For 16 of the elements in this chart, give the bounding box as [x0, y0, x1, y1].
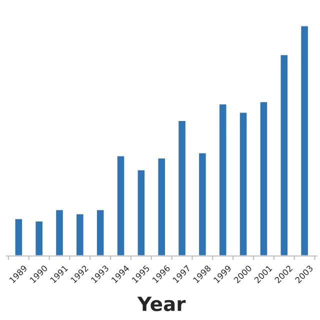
bar	[238, 111, 248, 256]
bar	[14, 218, 24, 256]
bar	[300, 26, 310, 256]
bar	[116, 154, 126, 256]
bar	[75, 212, 85, 256]
bar	[96, 208, 106, 256]
bar	[34, 220, 44, 256]
bar	[218, 103, 228, 256]
bar	[198, 152, 208, 256]
bar	[54, 208, 64, 256]
x-axis-title: Year	[137, 296, 186, 312]
bar	[177, 120, 187, 256]
bar	[156, 157, 166, 256]
bar	[136, 168, 146, 256]
bar	[279, 54, 289, 256]
bar	[258, 100, 268, 256]
